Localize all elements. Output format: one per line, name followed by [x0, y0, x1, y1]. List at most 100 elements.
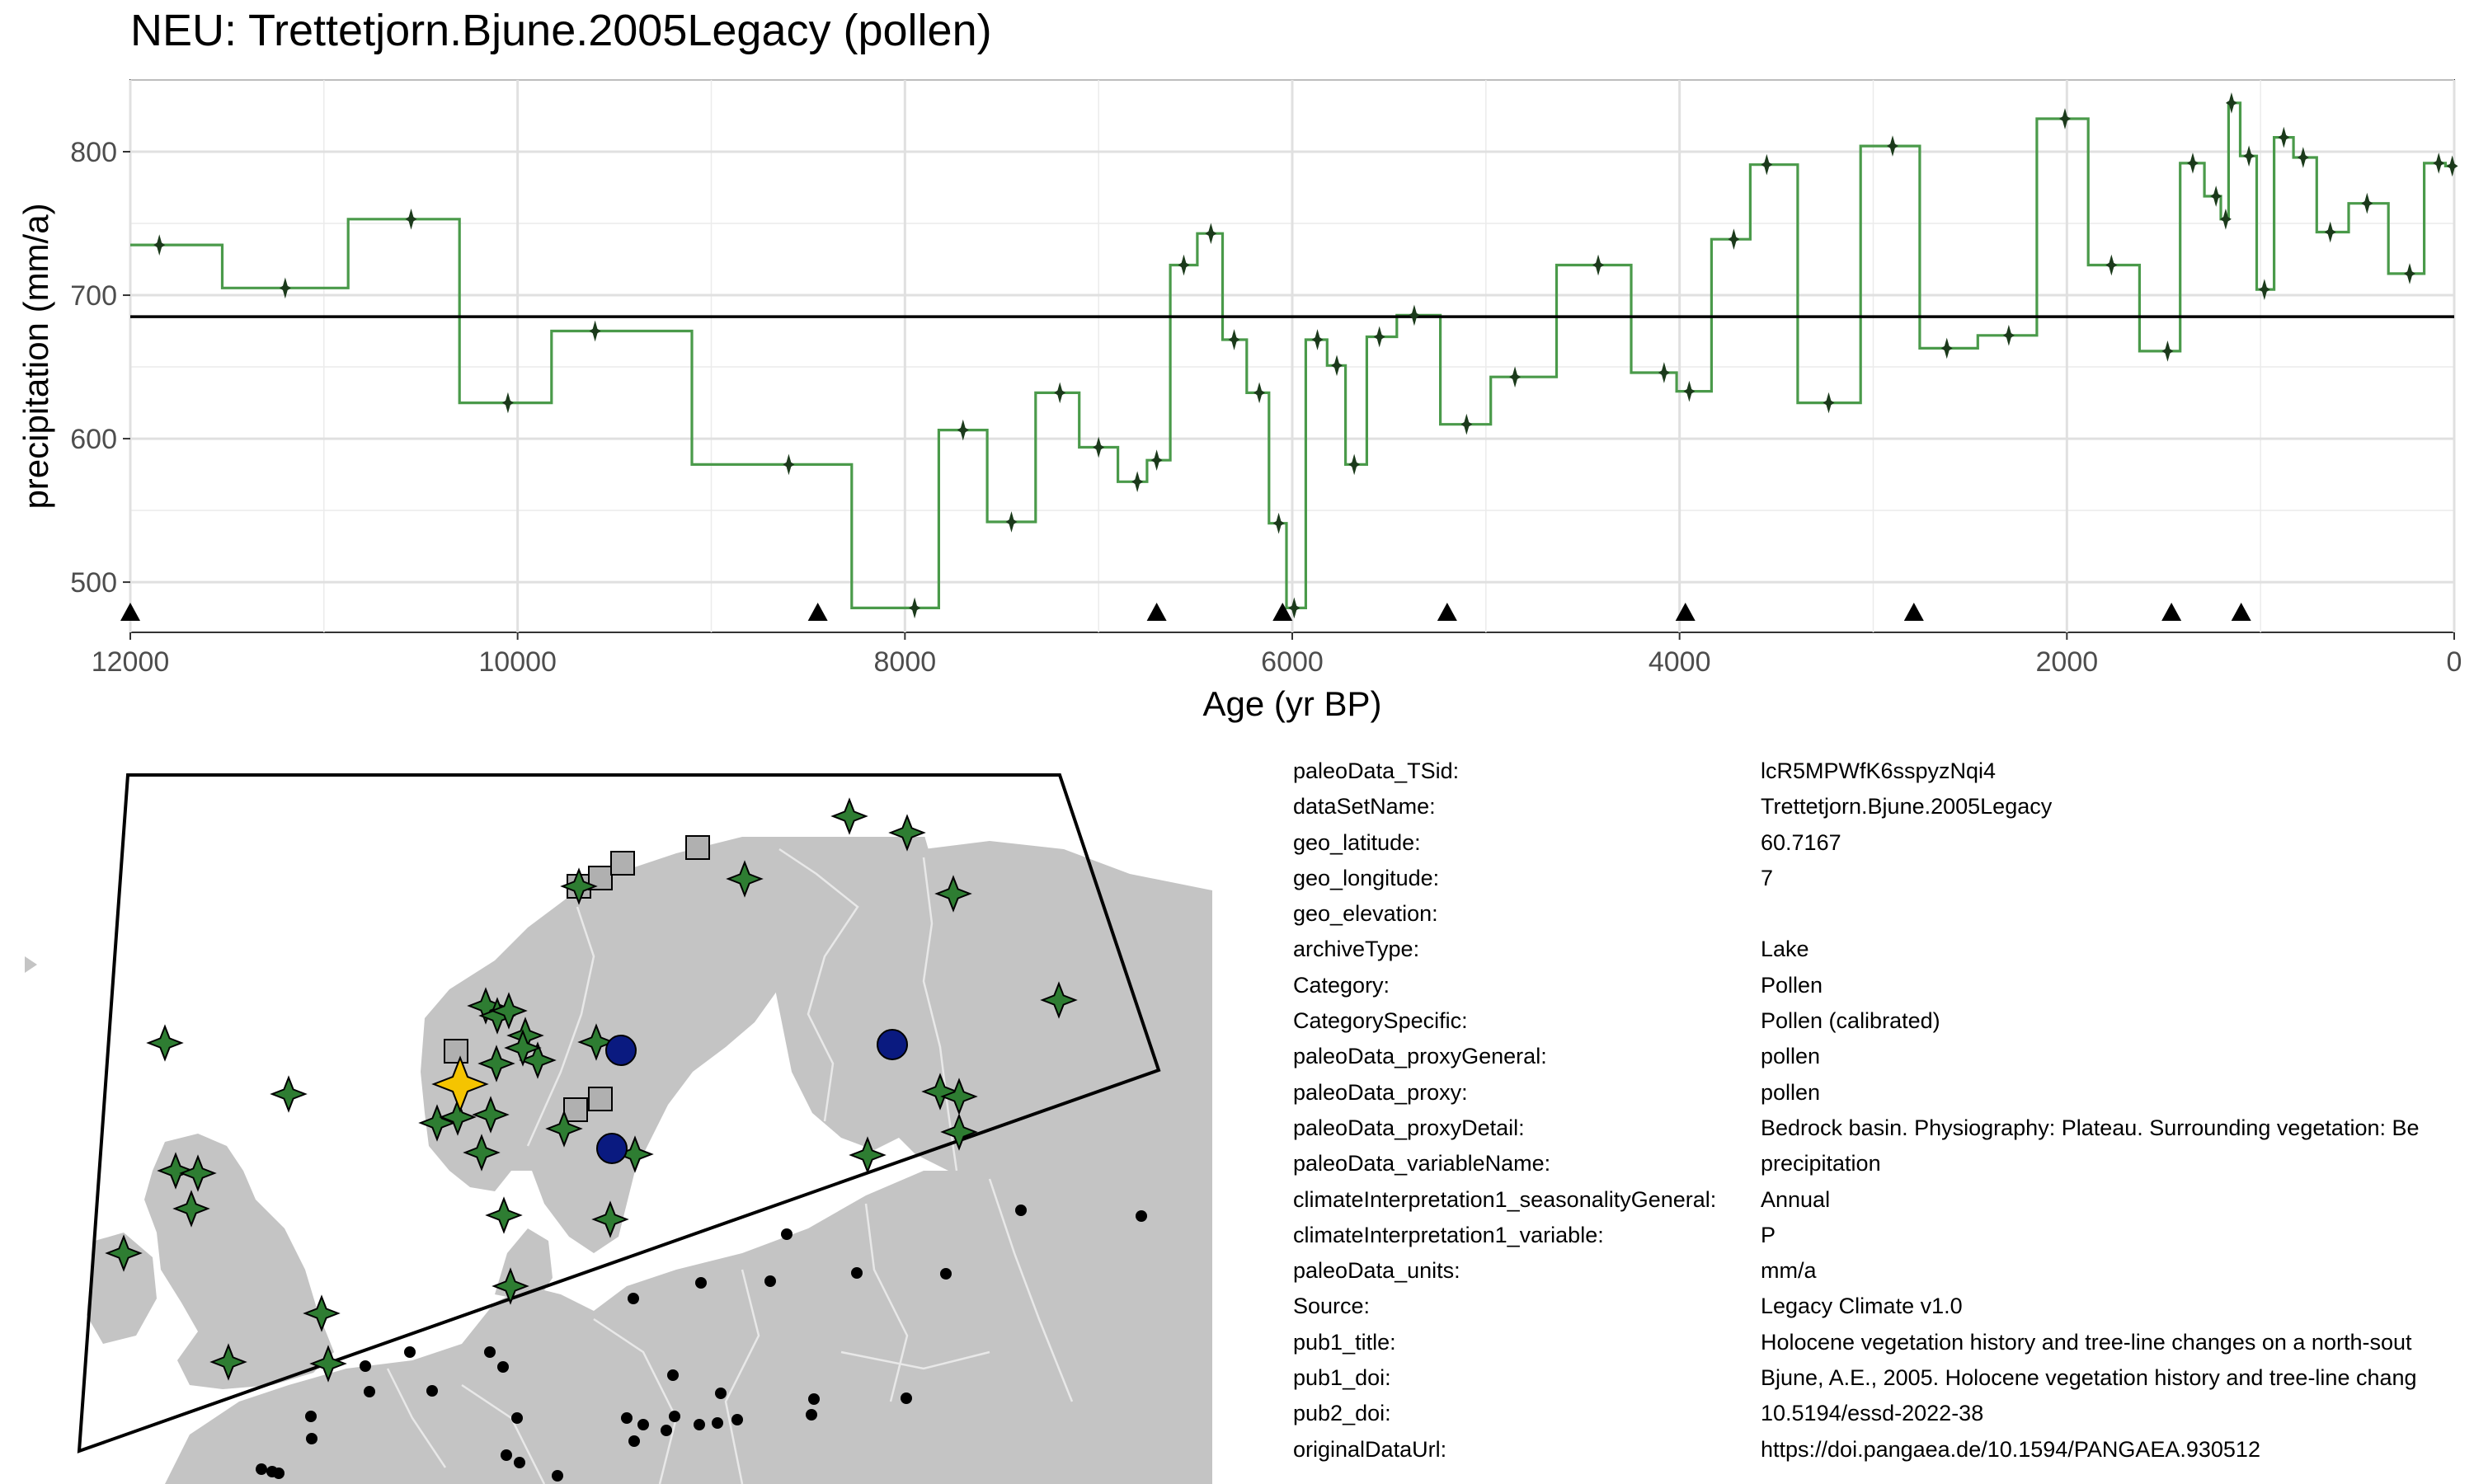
square-site-marker — [588, 866, 613, 890]
data-point — [2258, 279, 2270, 300]
metadata-row: paleoData_proxyGeneral: pollen — [1293, 1044, 2474, 1079]
data-point — [2297, 147, 2309, 168]
site-dot — [667, 1369, 679, 1381]
site-star-marker — [477, 1045, 515, 1082]
circle-site-marker — [605, 1035, 637, 1066]
site-dot — [661, 1425, 672, 1436]
x-tick-label: 10000 — [478, 646, 557, 678]
data-point — [1178, 254, 1190, 276]
data-point — [783, 453, 795, 476]
data-point — [2210, 186, 2222, 207]
site-star-marker — [888, 814, 926, 852]
triangle-marker — [1146, 603, 1167, 621]
data-point — [1728, 228, 1740, 251]
site-dot — [695, 1277, 707, 1289]
site-dot — [552, 1470, 563, 1482]
current-site-star — [431, 1055, 489, 1113]
triangle-marker — [2161, 603, 2182, 621]
metadata-key: pub1_doi: — [1293, 1365, 1391, 1391]
data-point — [1509, 366, 1522, 388]
square-site-marker — [610, 851, 635, 876]
data-point — [405, 208, 417, 230]
data-point — [1940, 337, 1953, 359]
site-dot — [484, 1346, 496, 1358]
triangle-marker — [120, 603, 140, 621]
site-dot — [901, 1392, 912, 1404]
data-point — [909, 597, 921, 619]
site-star-marker — [577, 1023, 615, 1061]
site-dot — [694, 1419, 705, 1430]
site-dot — [305, 1411, 317, 1422]
data-point — [153, 234, 166, 256]
site-star-marker — [849, 1136, 887, 1174]
metadata-value: mm/a — [1761, 1258, 1817, 1284]
metadata-table: paleoData_TSid: lcR5MPWfK6sspyzNqi4 dataSe… — [1293, 758, 2474, 1472]
metadata-key: originalDataUrl: — [1293, 1436, 1447, 1462]
data-point — [2002, 324, 2015, 346]
site-star-marker — [940, 1113, 978, 1151]
site-dot — [628, 1435, 640, 1447]
data-point — [1408, 304, 1420, 326]
data-point — [2187, 153, 2199, 174]
site-dot — [637, 1419, 649, 1430]
metadata-row: paleoData_proxy: pollen — [1293, 1080, 2474, 1115]
data-point — [2404, 263, 2415, 284]
data-point — [1005, 511, 1018, 533]
data-point — [1373, 326, 1385, 348]
site-dot — [669, 1411, 680, 1422]
metadata-value: P — [1761, 1222, 1776, 1247]
site-dot — [1015, 1205, 1027, 1216]
metadata-key: geo_latitude: — [1293, 829, 1421, 855]
triangle-markers — [120, 603, 2251, 621]
site-dot — [712, 1417, 723, 1429]
square-site-marker — [588, 1087, 613, 1111]
country-borders — [386, 848, 1074, 1484]
site-dot — [426, 1385, 438, 1397]
site-star-marker — [726, 860, 764, 898]
metadata-value: Lake — [1761, 937, 1809, 962]
data-point — [501, 392, 514, 414]
metadata-row: climateInterpretation1_seasonalityGenera… — [1293, 1187, 2474, 1223]
data-point — [2243, 145, 2255, 167]
data-point — [1887, 135, 1898, 157]
x-tick-label: 12000 — [92, 646, 170, 678]
data-point — [2278, 126, 2290, 148]
axis-ticks: 12000 10000 8000 6000 4000 2000 0 500 600 700 800 — [70, 137, 2462, 678]
metadata-row: geo_elevation: — [1293, 901, 2474, 937]
site-dot — [731, 1414, 743, 1425]
site-star-marker — [519, 1041, 557, 1079]
metadata-row: geo_longitude: 7 — [1293, 866, 2474, 901]
data-point — [1348, 453, 1361, 476]
site-dot — [364, 1386, 375, 1397]
site-dot — [511, 1412, 523, 1424]
site-dot — [715, 1388, 727, 1399]
metadata-value: https://doi.pangaea.de/10.1594/PANGAEA.9… — [1761, 1436, 2260, 1462]
data-points — [153, 92, 2458, 619]
metadata-key: paleoData_proxyDetail: — [1293, 1115, 1525, 1140]
metadata-key: paleoData_units: — [1293, 1258, 1460, 1284]
data-point — [2105, 254, 2118, 276]
site-star-marker — [439, 1098, 477, 1136]
site-star-marker — [209, 1343, 247, 1381]
precipitation-chart: 12000 10000 8000 6000 4000 2000 0500600700800 … — [16, 79, 2462, 723]
data-point — [2219, 208, 2232, 230]
metadata-value: pollen — [1761, 1079, 1821, 1105]
metadata-row: Source: Legacy Climate v1.0 — [1293, 1294, 2474, 1329]
metadata-row: archiveType: Lake — [1293, 937, 2474, 972]
site-star-marker — [270, 1075, 308, 1113]
metadata-row: pub1_title: Holocene vegetation history a… — [1293, 1330, 2474, 1365]
site-dot — [404, 1346, 416, 1358]
series-step-line — [130, 101, 2454, 609]
data-point — [957, 419, 969, 441]
site-star-marker — [830, 797, 868, 835]
data-point — [1331, 355, 1343, 377]
y-tick-label: 600 — [70, 424, 117, 455]
square-site-marker — [685, 835, 710, 860]
site-dot — [501, 1449, 512, 1461]
study-region-boundary — [77, 773, 1161, 1453]
circle-site-marker — [877, 1029, 908, 1060]
metadata-key: archiveType: — [1293, 937, 1420, 962]
metadata-value: Legacy Climate v1.0 — [1761, 1294, 1963, 1319]
metadata-row: pub2_doi: 10.5194/essd-2022-38 — [1293, 1401, 2474, 1436]
site-dot — [273, 1468, 285, 1479]
